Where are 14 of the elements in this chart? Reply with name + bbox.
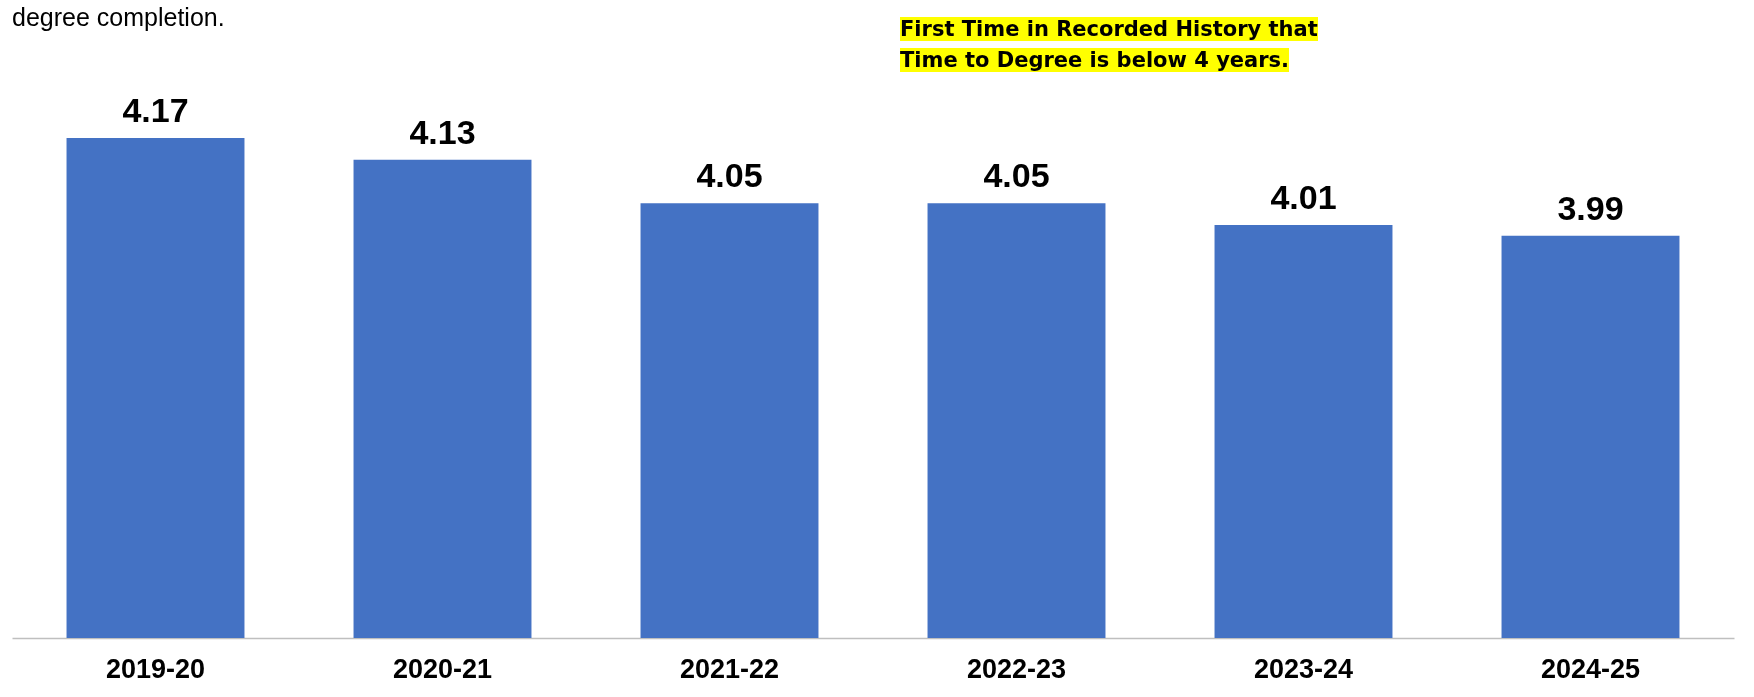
data-label: 3.99	[1557, 188, 1624, 227]
x-tick-label: 2019-20	[105, 653, 206, 684]
data-label: 4.17	[122, 91, 189, 129]
data-label: 4.05	[696, 156, 763, 195]
x-tick-label: 2023-24	[1253, 653, 1354, 684]
data-label: 4.05	[983, 156, 1050, 195]
chart-subtitle: degree completion.	[12, 3, 225, 31]
x-tick-label: 2024-25	[1540, 653, 1641, 684]
text: First Time in Recorded History that Time to Degree is below 4 years.	[900, 17, 1318, 72]
x-tick-label: 2022-23	[966, 653, 1067, 684]
x-tick-label: 2020-21	[392, 653, 493, 684]
data-label: 4.13	[409, 112, 476, 151]
data-label: 4.01	[1270, 177, 1337, 216]
x-tick-label: 2021-22	[679, 653, 780, 684]
